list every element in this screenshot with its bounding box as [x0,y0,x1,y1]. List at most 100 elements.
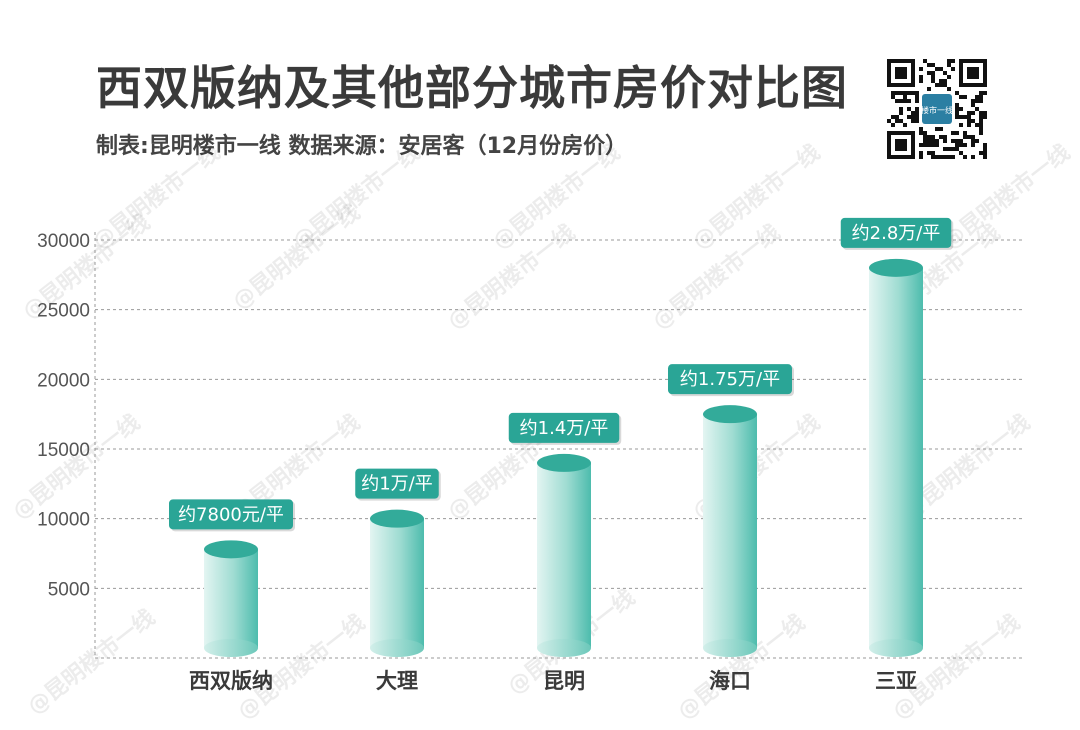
qr-module [979,123,983,127]
qr-module [951,59,955,63]
y-tick-label: 20000 [37,370,90,391]
qr-module [927,135,931,139]
qr-module [955,131,959,135]
bar-top [370,509,424,528]
qr-module [895,91,899,95]
qr-module [891,115,895,119]
qr-module [979,99,983,103]
qr-module [935,143,939,147]
bar-base [370,639,424,657]
watermark-text: @昆明楼市一线 [23,604,160,719]
qr-module [931,63,935,67]
qr-module [975,95,979,99]
qr-module [887,119,891,123]
qr-module [895,119,899,123]
data-label-3: 约1.4万/平 [508,412,622,445]
qr-module [971,99,975,103]
qr-module [943,71,947,75]
bar-2 [370,509,424,657]
qr-module [943,79,947,83]
qr-module [983,143,987,147]
qr-module [919,131,923,135]
bar-top [537,453,591,472]
qr-module [903,91,907,95]
qr-module [959,151,963,155]
qr-logo-text: 楼市一线 [921,105,953,115]
qr-module [955,111,959,115]
qr-module [919,79,923,83]
qr-module [967,123,971,127]
qr-module [931,71,935,75]
qr-module [919,75,923,79]
bar-top [204,540,258,559]
bar-3 [537,453,591,657]
qr-module [959,95,963,99]
qr-module [963,143,967,147]
x-category-label: 大理 [376,669,418,693]
qr-module [895,115,899,119]
qr-module [907,99,911,103]
qr-module [955,103,959,107]
qr-module [915,99,919,103]
qr-module [959,139,963,143]
bar-4 [703,405,757,657]
qr-module [899,91,903,95]
qr-module [911,119,915,123]
qr-module [935,139,939,143]
qr-module [939,155,943,159]
qr-module [931,151,935,155]
qr-module [979,91,983,95]
qr-module [943,139,947,143]
qr-module [903,123,907,127]
qr-module [967,119,971,123]
qr-module [971,139,975,143]
qr-module [895,99,899,103]
bar-base [204,639,258,657]
x-category-label: 昆明 [543,669,585,693]
qr-module [963,155,967,159]
qr-module [955,139,959,143]
qr-module [983,147,987,151]
qr-module [907,107,911,111]
qr-module [983,115,987,119]
qr-module [963,135,967,139]
qr-module [967,115,971,119]
qr-module [931,75,935,79]
qr-module [915,115,919,119]
qr-module [911,91,915,95]
y-tick-label: 15000 [37,440,90,461]
qr-module [899,107,903,111]
qr-module [915,111,919,115]
qr-module [919,67,923,71]
qr-module [947,155,951,159]
bar-base [869,639,923,657]
qr-module [891,95,895,99]
qr-module [931,135,935,139]
qr-module [907,91,911,95]
qr-module [939,67,943,71]
qr-module [907,115,911,119]
qr-module [939,127,943,131]
qr-module [939,135,943,139]
qr-logo [922,94,952,124]
qr-module [947,63,951,67]
data-label-text: 约2.8万/平 [852,223,941,244]
qr-module [931,139,935,143]
qr-module [923,143,927,147]
data-label-badge [668,364,792,395]
bar-body [869,267,923,648]
qr-module [927,139,931,143]
qr-module [963,115,967,119]
qr-module [899,111,903,115]
qr-module [979,127,983,131]
chart-title: 西双版纳及其他部分城市房价对比图 [96,61,848,115]
qr-module [899,99,903,103]
qr-module [923,139,927,143]
qr-module [967,111,971,115]
qr-module [963,95,967,99]
qr-module [951,67,955,71]
qr-module [967,135,971,139]
data-label-2: 约1万/平 [355,468,441,501]
watermark-text: @昆明楼市一线 [288,139,425,254]
